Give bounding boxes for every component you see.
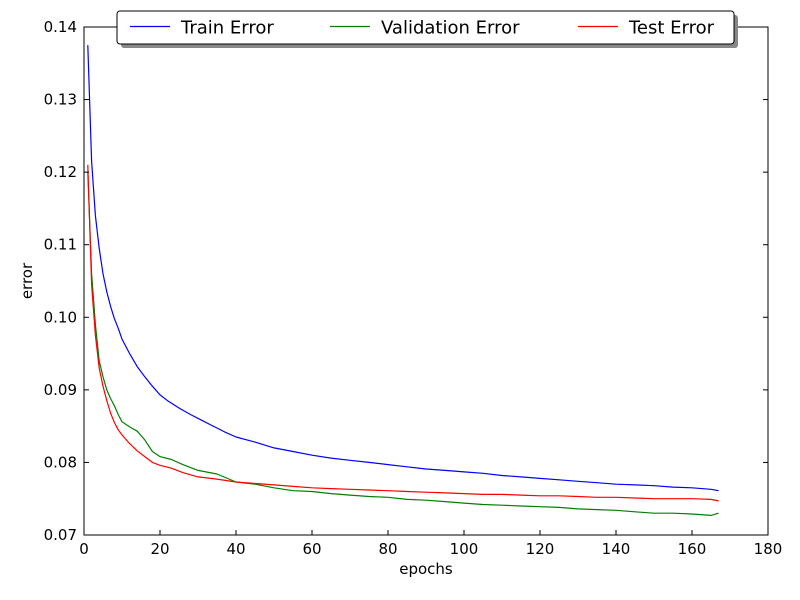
y-tick-label: 0.13: [44, 91, 77, 109]
x-tick-label: 180: [754, 540, 783, 558]
legend-box: [116, 10, 735, 45]
x-tick-label: 20: [150, 540, 169, 558]
y-tick-label: 0.09: [44, 381, 77, 399]
series-line-0: [87, 45, 719, 492]
y-tick-label: 0.10: [44, 308, 77, 326]
x-tick-label: 80: [378, 540, 397, 558]
x-tick-label: 60: [302, 540, 321, 558]
y-tick-label: 0.08: [44, 453, 77, 471]
x-axis-label: epochs: [399, 560, 453, 578]
y-tick-label: 0.12: [44, 163, 77, 181]
y-tick-label: 0.11: [44, 236, 77, 254]
y-tick-label: 0.07: [44, 526, 77, 544]
legend-label: Validation Error: [381, 18, 520, 39]
series-line-2: [87, 164, 719, 502]
x-tick-label: 160: [678, 540, 707, 558]
x-tick-label: 0: [79, 540, 89, 558]
x-tick-label: 40: [226, 540, 245, 558]
y-axis-label: error: [18, 262, 36, 299]
legend-label: Test Error: [628, 18, 715, 39]
y-tick-label: 0.14: [44, 18, 77, 36]
x-tick-label: 120: [526, 540, 555, 558]
legend-label: Train Error: [180, 18, 274, 39]
x-tick-label: 100: [450, 540, 479, 558]
x-tick-label: 140: [602, 540, 631, 558]
axis-ticks: 0 20 40 60 80 100 120 140 160 180 0.07 0.08 0.09 0.10…: [44, 18, 783, 558]
plot-lines: [87, 45, 719, 517]
legend: Train Error Validation Error Test Error: [116, 10, 738, 48]
series-line-1: [87, 172, 719, 517]
